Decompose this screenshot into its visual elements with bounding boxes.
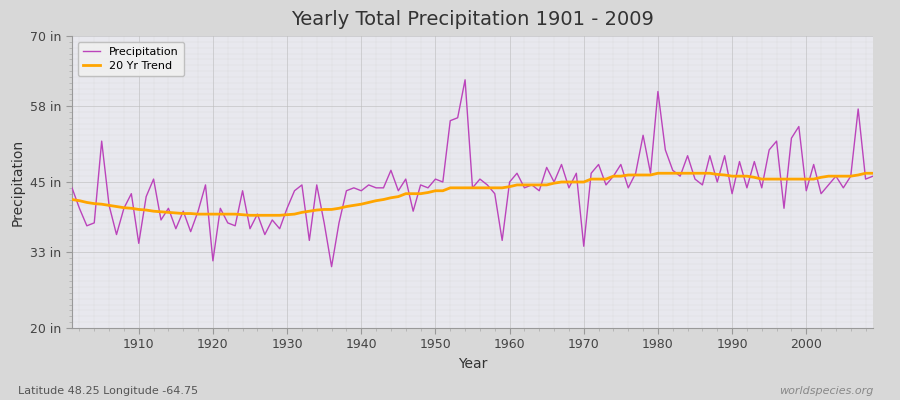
Precipitation <box>289 188 300 193</box>
Text: Latitude 48.25 Longitude -64.75: Latitude 48.25 Longitude -64.75 <box>18 386 198 396</box>
Legend: Precipitation, 20 Yr Trend: Precipitation, 20 Yr Trend <box>77 42 184 76</box>
Line: Precipitation: Precipitation <box>72 80 873 267</box>
Text: worldspecies.org: worldspecies.org <box>778 386 873 396</box>
X-axis label: Year: Year <box>458 357 487 371</box>
Precipitation <box>460 78 471 82</box>
20 Yr Trend <box>504 184 515 189</box>
20 Yr Trend <box>868 171 878 176</box>
20 Yr Trend <box>126 206 137 211</box>
20 Yr Trend <box>341 204 352 209</box>
Precipitation <box>519 186 530 190</box>
Precipitation <box>341 188 352 193</box>
20 Yr Trend <box>652 171 663 176</box>
Precipitation <box>511 171 522 176</box>
Y-axis label: Precipitation: Precipitation <box>11 138 24 226</box>
Precipitation <box>126 191 137 196</box>
20 Yr Trend <box>296 210 307 215</box>
Line: 20 Yr Trend: 20 Yr Trend <box>72 173 873 215</box>
20 Yr Trend <box>600 177 611 182</box>
Precipitation <box>67 186 77 190</box>
20 Yr Trend <box>245 213 256 218</box>
Precipitation <box>326 264 337 269</box>
Precipitation <box>868 174 878 178</box>
Title: Yearly Total Precipitation 1901 - 2009: Yearly Total Precipitation 1901 - 2009 <box>291 10 654 29</box>
20 Yr Trend <box>67 197 77 202</box>
20 Yr Trend <box>511 182 522 187</box>
Precipitation <box>608 174 619 178</box>
